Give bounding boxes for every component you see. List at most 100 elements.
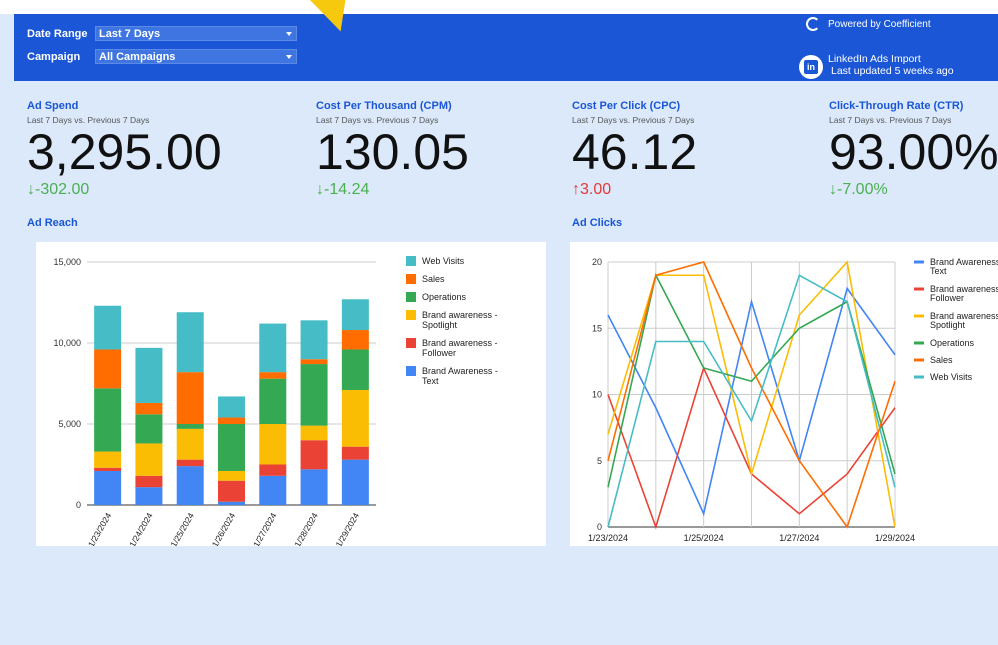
bar-segment bbox=[94, 470, 122, 505]
top-strip bbox=[0, 0, 998, 14]
bar-segment bbox=[341, 389, 369, 447]
kpi-subtitle: Last 7 Days vs. Previous 7 Days bbox=[572, 115, 695, 125]
legend-label: Brand Awareness - bbox=[422, 366, 498, 376]
x-tick-label: 1/25/2024 bbox=[168, 511, 196, 546]
legend-swatch bbox=[406, 256, 416, 266]
legend-label: Brand awareness - bbox=[422, 338, 498, 348]
chevron-down-icon bbox=[286, 32, 292, 36]
powered-by-text: Powered by Coefficient bbox=[828, 18, 931, 30]
bar-segment bbox=[218, 470, 245, 481]
bar-segment bbox=[94, 467, 122, 471]
ad-reach-chart-card: 0 5,000 10,000 15,000 1/23/2024 1/24/2024 1/25… bbox=[36, 242, 546, 549]
campaign-value: All Campaigns bbox=[99, 51, 176, 63]
kpi-delta-value: -7.00% bbox=[837, 181, 888, 198]
kpi-subtitle: Last 7 Days vs. Previous 7 Days bbox=[27, 115, 150, 125]
legend-label: Brand awareness bbox=[930, 311, 998, 321]
series-line bbox=[607, 274, 896, 528]
kpi-delta: ↓-14.24 bbox=[316, 181, 469, 199]
bar-segment bbox=[135, 402, 163, 415]
kpi-card: Click-Through Rate (CTR) Last 7 Days vs. … bbox=[829, 100, 998, 199]
y-tick-label: 0 bbox=[76, 500, 81, 510]
legend-swatch bbox=[406, 338, 416, 348]
legend-label: Spotlight bbox=[930, 320, 966, 330]
kpi-title: Cost Per Thousand (CPM) bbox=[316, 100, 452, 112]
bar-segment bbox=[135, 475, 163, 488]
kpi-card: Ad Spend Last 7 Days vs. Previous 7 Days 3… bbox=[27, 100, 222, 199]
y-tick-label: 10 bbox=[592, 390, 602, 400]
bar-segment bbox=[259, 464, 287, 476]
bar-segment bbox=[176, 372, 204, 424]
bar-segment bbox=[94, 451, 122, 468]
campaign-select[interactable]: All Campaigns bbox=[95, 49, 297, 64]
bar-segment bbox=[300, 425, 328, 441]
bar-segment bbox=[218, 480, 245, 502]
legend-label: Follower bbox=[422, 348, 456, 358]
bar-segment bbox=[259, 424, 287, 465]
kpi-delta: ↓-7.00% bbox=[829, 181, 998, 199]
x-tick-label: 1/23/2024 bbox=[588, 533, 628, 543]
bar-segment bbox=[218, 396, 245, 418]
bar-segment bbox=[176, 312, 204, 373]
kpi-subtitle: Last 7 Days vs. Previous 7 Days bbox=[316, 115, 439, 125]
bar-segment bbox=[176, 424, 204, 429]
bar-segment bbox=[300, 359, 328, 365]
x-tick-label: 1/28/2024 bbox=[292, 511, 320, 546]
legend-label: Brand Awareness bbox=[930, 257, 998, 267]
campaign-label: Campaign bbox=[27, 51, 81, 63]
date-range-select[interactable]: Last 7 Days bbox=[95, 26, 297, 41]
kpi-title: Cost Per Click (CPC) bbox=[572, 100, 681, 112]
bar-segment bbox=[300, 320, 328, 360]
kpi-title: Click-Through Rate (CTR) bbox=[829, 100, 964, 112]
x-tick-label: 1/27/2024 bbox=[251, 511, 279, 546]
bar-segment bbox=[135, 487, 163, 505]
bar-segment bbox=[259, 323, 287, 373]
y-tick-label: 5,000 bbox=[58, 419, 81, 429]
y-tick-label: 20 bbox=[592, 257, 602, 267]
y-tick-label: 5 bbox=[597, 456, 602, 466]
x-tick-label: 1/23/2024 bbox=[86, 511, 114, 546]
x-tick-label: 1/27/2024 bbox=[779, 533, 819, 543]
y-tick-label: 10,000 bbox=[53, 338, 81, 348]
powered-by[interactable]: Powered by Coefficient bbox=[806, 17, 931, 31]
legend-label: Operations bbox=[930, 338, 975, 348]
kpi-value: 93.00% bbox=[829, 124, 998, 180]
bar-segment bbox=[218, 501, 245, 505]
bar-segment bbox=[341, 446, 369, 460]
bar-segment bbox=[176, 466, 204, 505]
x-tick-label: 1/24/2024 bbox=[127, 511, 155, 546]
bar-segment bbox=[300, 364, 328, 426]
arrow-up-icon: ↑ bbox=[572, 181, 580, 198]
bar-segment bbox=[341, 459, 369, 505]
import-status: LinkedIn Ads Import Last updated 5 weeks… bbox=[828, 53, 954, 77]
linkedin-icon: in bbox=[799, 55, 823, 79]
bar-segment bbox=[135, 443, 163, 476]
legend-label: Follower bbox=[930, 293, 964, 303]
arrow-down-icon: ↓ bbox=[27, 181, 35, 198]
kpi-value: 3,295.00 bbox=[27, 124, 222, 180]
legend-label: Sales bbox=[930, 355, 953, 365]
x-tick-label: 1/25/2024 bbox=[684, 533, 724, 543]
legend-label: Brand awareness - bbox=[422, 310, 498, 320]
kpi-subtitle: Last 7 Days vs. Previous 7 Days bbox=[829, 115, 952, 125]
legend-label: Brand awareness bbox=[930, 284, 998, 294]
arrow-down-icon: ↓ bbox=[829, 181, 837, 198]
ad-clicks-chart-card: 0 5 10 15 20 1/23/2024 1/25/2024 1/27/2024 1/29/… bbox=[570, 242, 998, 546]
ad-clicks-title: Ad Clicks bbox=[572, 217, 623, 229]
bar-segment bbox=[300, 469, 328, 505]
y-tick-label: 15 bbox=[592, 323, 602, 333]
series-line bbox=[607, 261, 896, 529]
y-tick-label: 0 bbox=[597, 522, 602, 532]
bar-segment bbox=[94, 349, 122, 389]
legend-label: Spotlight bbox=[422, 320, 458, 330]
bar-segment bbox=[259, 475, 287, 505]
x-tick-label: 1/29/2024 bbox=[334, 511, 362, 546]
legend-label: Web Visits bbox=[930, 372, 973, 382]
ad-reach-title: Ad Reach bbox=[27, 217, 78, 229]
legend-swatch bbox=[406, 366, 416, 376]
date-range-value: Last 7 Days bbox=[99, 28, 161, 40]
kpi-delta-value: -302.00 bbox=[35, 181, 90, 198]
kpi-card: Cost Per Click (CPC) Last 7 Days vs. Prev… bbox=[572, 100, 697, 199]
bar-segment bbox=[259, 372, 287, 379]
arrow-down-icon: ↓ bbox=[316, 181, 324, 198]
kpi-card: Cost Per Thousand (CPM) Last 7 Days vs. P… bbox=[316, 100, 469, 199]
